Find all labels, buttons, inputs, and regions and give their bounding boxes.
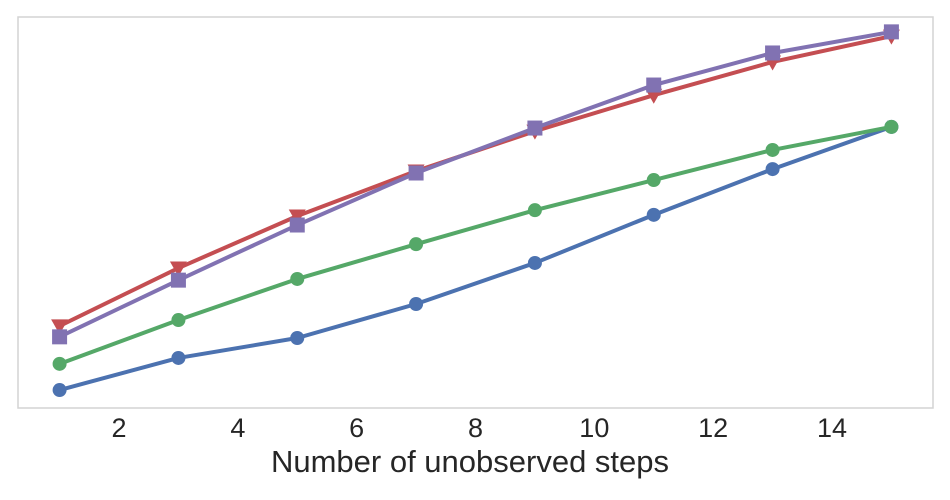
series-line-purple-square	[57, 29, 894, 339]
x-tick-layer: 2 4 6 8 10 12 14	[111, 413, 847, 443]
x-tick-label: 4	[230, 413, 245, 443]
marker-green-circle	[52, 356, 67, 371]
marker-red-triangle-down	[288, 209, 306, 225]
marker-purple-square	[883, 24, 899, 40]
x-axis-label: Number of unobserved steps	[271, 444, 669, 479]
marker-green-circle	[527, 203, 542, 218]
marker-blue-circle	[409, 296, 424, 311]
marker-purple-square	[646, 77, 662, 93]
plot-area-border	[17, 16, 934, 409]
marker-blue-circle	[646, 207, 661, 222]
x-tick-label: 6	[349, 413, 364, 443]
x-tick-label: 8	[468, 413, 483, 443]
marker-purple-square	[408, 165, 424, 181]
marker-red-triangle-down	[51, 319, 69, 335]
marker-blue-circle	[171, 350, 186, 365]
marker-green-circle	[171, 313, 186, 328]
marker-purple-square	[527, 120, 543, 136]
x-tick-label: 14	[817, 413, 847, 443]
marker-purple-square	[289, 217, 305, 233]
series-line-blue-circle	[57, 124, 894, 393]
marker-green-circle	[290, 271, 305, 286]
marker-purple-square	[765, 45, 781, 61]
series-layer	[51, 24, 900, 398]
series-line-green-circle	[57, 124, 894, 366]
marker-purple-square	[170, 272, 186, 288]
marker-blue-circle	[765, 162, 780, 177]
marker-green-circle	[646, 173, 661, 188]
marker-purple-square	[52, 329, 68, 345]
marker-red-triangle-down	[169, 261, 187, 277]
x-tick-label: 10	[579, 413, 609, 443]
x-tick-label: 12	[698, 413, 728, 443]
marker-blue-circle	[527, 255, 542, 270]
marker-blue-circle	[52, 383, 67, 398]
marker-green-circle	[884, 119, 899, 134]
marker-blue-circle	[290, 331, 305, 346]
marker-green-circle	[765, 142, 780, 157]
marker-green-circle	[409, 237, 424, 252]
x-tick-label: 2	[111, 413, 126, 443]
